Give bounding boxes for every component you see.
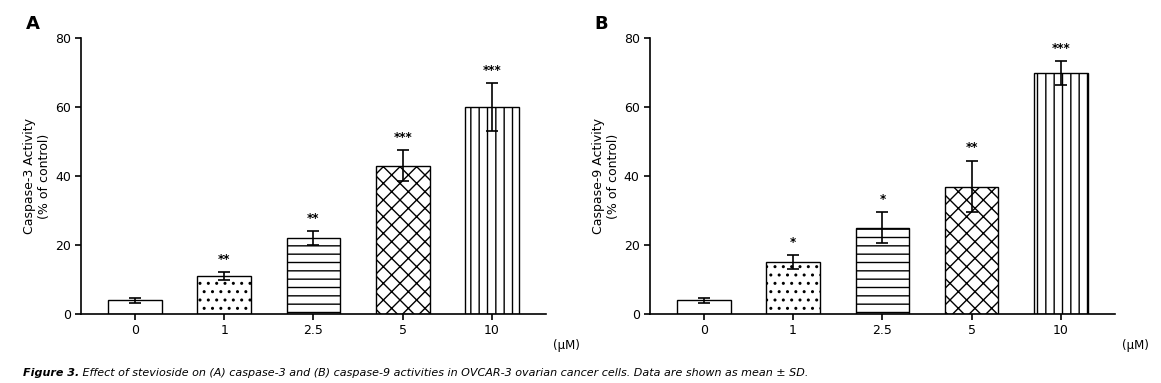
Text: ***: *** (394, 131, 412, 144)
Text: **: ** (218, 253, 230, 266)
Text: (μM): (μM) (553, 339, 579, 352)
Text: (μM): (μM) (1122, 339, 1148, 352)
Text: B: B (594, 15, 608, 33)
Bar (197, 276, 251, 314)
Text: Figure 3.: Figure 3. (23, 368, 79, 378)
Text: ***: *** (1052, 41, 1070, 54)
Bar (108, 300, 161, 314)
Bar (376, 166, 430, 314)
Bar (1034, 73, 1088, 314)
Text: ***: *** (483, 64, 502, 77)
Text: Effect of stevioside on (A) caspase-3 and (B) caspase-9 activities in OVCAR-3 ov: Effect of stevioside on (A) caspase-3 an… (79, 368, 808, 378)
Y-axis label: Caspase-9 Activity
(% of control): Caspase-9 Activity (% of control) (592, 118, 620, 234)
Bar (466, 107, 519, 314)
Text: *: * (879, 193, 886, 206)
Bar (945, 187, 998, 314)
Text: **: ** (308, 212, 319, 225)
Text: **: ** (966, 141, 978, 154)
Y-axis label: Caspase-3 Activity
(% of control): Caspase-3 Activity (% of control) (23, 118, 51, 234)
Text: *: * (789, 236, 796, 249)
Bar (677, 300, 730, 314)
Bar (856, 228, 909, 314)
Text: A: A (26, 15, 39, 33)
Bar (766, 262, 820, 314)
Bar (287, 238, 340, 314)
